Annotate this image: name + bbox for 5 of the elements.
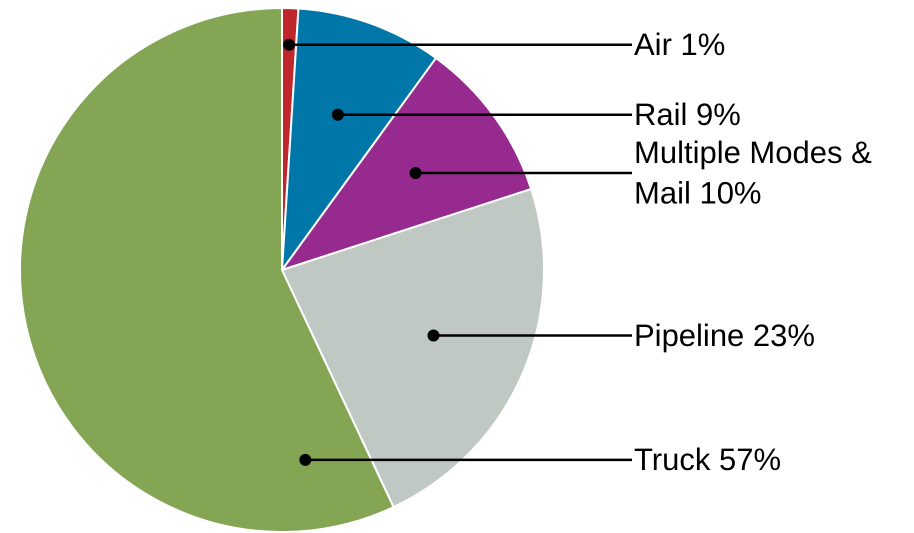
slice-label: Air 1% xyxy=(634,27,726,62)
slice-label: Pipeline 23% xyxy=(634,318,815,353)
slice-label: Rail 9% xyxy=(634,97,741,132)
slice-label: Truck 57% xyxy=(634,442,782,477)
slice-label: Multiple Modes & Mail 10% xyxy=(634,135,872,210)
